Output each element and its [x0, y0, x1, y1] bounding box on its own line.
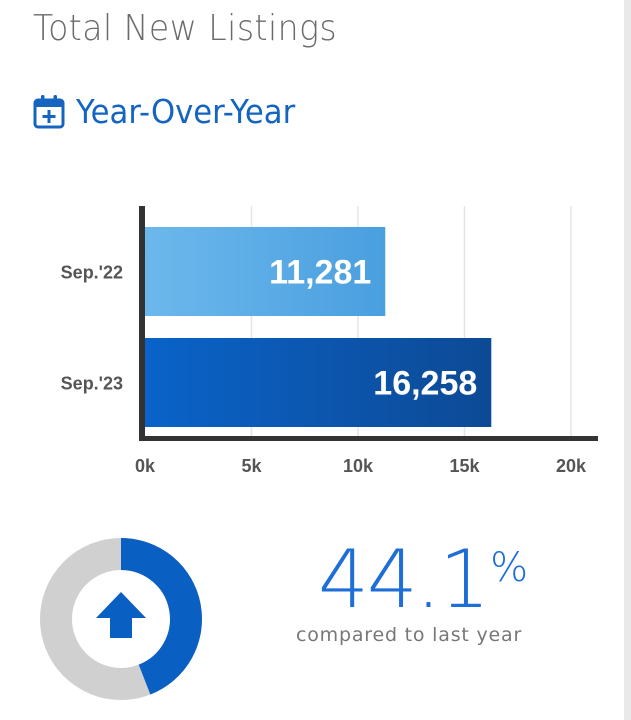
x-tick-label: 15k	[449, 456, 480, 476]
subtitle: Year-Over-Year	[76, 92, 296, 131]
category-label: Sep.'23	[61, 374, 123, 394]
bar-value-label: 16,258	[373, 365, 477, 403]
x-axis-line	[139, 436, 598, 441]
percent-change: 44.1 %	[318, 536, 528, 624]
x-tick-label: 0k	[135, 456, 156, 476]
gauge-fill	[120, 538, 202, 695]
subtitle-row: Year-Over-Year	[32, 92, 312, 131]
y-axis-line	[139, 206, 145, 441]
bar-value-label: 11,281	[269, 254, 371, 292]
x-tick-label: 20k	[556, 456, 587, 476]
x-tick-label: 5k	[241, 456, 262, 476]
x-tick-label: 10k	[343, 456, 374, 476]
percent-sign: %	[490, 545, 529, 591]
percent-value: 44.1	[318, 533, 490, 626]
bar	[145, 227, 386, 316]
bar-chart: 11,281 Sep.'22 16,258 Sep.'23 0k 5k 10k 15k 20k	[61, 206, 598, 476]
arrow-up-icon	[96, 592, 146, 638]
comparison-caption: compared to last year	[296, 624, 523, 646]
category-label: Sep.'22	[61, 263, 123, 283]
page-title: Total New Listings	[33, 8, 338, 49]
bar	[145, 338, 492, 427]
change-gauge	[40, 538, 202, 700]
calendar-plus-icon	[33, 94, 65, 128]
panel-edge	[624, 0, 631, 720]
